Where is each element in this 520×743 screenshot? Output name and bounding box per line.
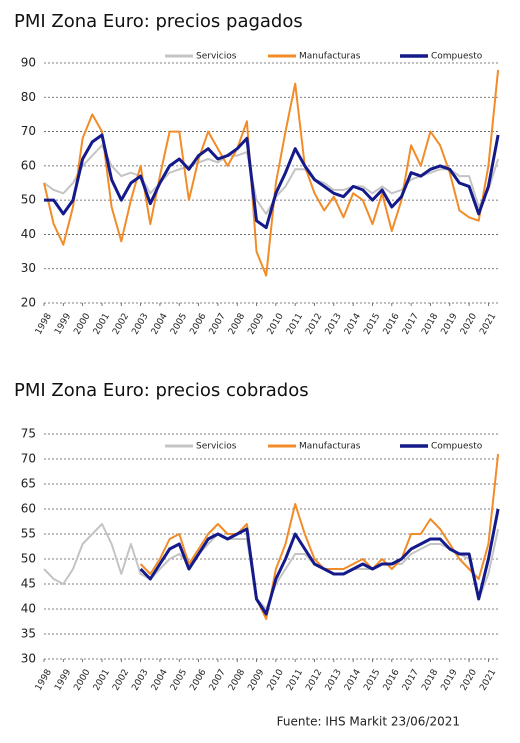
x-tick-label: 2003 bbox=[130, 668, 150, 693]
x-tick-label: 2020 bbox=[459, 312, 479, 337]
data-line bbox=[139, 453, 500, 620]
x-tick-label: 2000 bbox=[72, 312, 92, 337]
legend-label: Compuesto bbox=[431, 442, 483, 452]
x-tick-label: 2009 bbox=[246, 312, 266, 337]
y-tick-label: 70 bbox=[21, 452, 36, 466]
x-tick-label: 2004 bbox=[150, 668, 170, 693]
x-tick-label: 2007 bbox=[208, 312, 228, 337]
x-tick-label: 2012 bbox=[304, 312, 324, 337]
x-tick-label: 2005 bbox=[169, 312, 189, 337]
x-tick-label: 2008 bbox=[227, 668, 247, 693]
legend-label: Manufacturas bbox=[299, 442, 361, 452]
data-line bbox=[43, 69, 500, 277]
x-tick-label: 1998 bbox=[34, 668, 54, 693]
x-tick-label: 2002 bbox=[111, 312, 131, 337]
legend-label: Manufacturas bbox=[299, 52, 361, 62]
x-tick-label: 2013 bbox=[324, 312, 344, 337]
y-tick-label: 55 bbox=[21, 527, 36, 541]
x-tick-label: 2020 bbox=[459, 668, 479, 693]
x-tick-label: 1999 bbox=[53, 668, 73, 693]
legend-label: Servicios bbox=[196, 52, 237, 62]
x-tick-label: 2021 bbox=[478, 668, 498, 693]
y-tick-label: 40 bbox=[21, 602, 36, 616]
chart-title: PMI Zona Euro: precios pagados bbox=[14, 11, 303, 32]
legend-label: Servicios bbox=[196, 442, 237, 452]
y-tick-label: 60 bbox=[21, 158, 36, 172]
x-tick-label: 2003 bbox=[130, 312, 150, 337]
x-tick-label: 2018 bbox=[420, 668, 440, 693]
data-line bbox=[44, 133, 500, 230]
x-tick-label: 2000 bbox=[72, 668, 92, 693]
y-tick-label: 45 bbox=[21, 577, 36, 591]
x-tick-label: 2011 bbox=[285, 312, 305, 337]
x-tick-label: 2014 bbox=[343, 312, 363, 337]
x-tick-label: 2002 bbox=[111, 668, 131, 693]
y-tick-label: 90 bbox=[21, 56, 36, 70]
chart-title: PMI Zona Euro: precios cobrados bbox=[14, 380, 309, 401]
y-tick-label: 30 bbox=[21, 261, 36, 275]
x-tick-label: 2016 bbox=[382, 668, 402, 693]
x-tick-label: 2006 bbox=[188, 668, 208, 693]
y-tick-label: 40 bbox=[21, 227, 36, 241]
x-tick-label: 2019 bbox=[440, 668, 460, 693]
y-tick-label: 80 bbox=[21, 90, 36, 104]
x-tick-label: 2019 bbox=[440, 312, 460, 337]
y-tick-label: 50 bbox=[21, 552, 36, 566]
x-tick-label: 2009 bbox=[246, 668, 266, 693]
y-tick-label: 35 bbox=[21, 627, 36, 641]
x-tick-label: 2021 bbox=[478, 312, 498, 337]
x-tick-label: 2001 bbox=[92, 668, 112, 693]
y-tick-label: 65 bbox=[21, 477, 36, 491]
source: Fuente: IHS Markit 23/06/2021 bbox=[277, 715, 460, 729]
x-tick-label: 2013 bbox=[324, 668, 344, 693]
x-tick-label: 2012 bbox=[304, 668, 324, 693]
x-tick-label: 2011 bbox=[285, 668, 305, 693]
x-tick-label: 2004 bbox=[150, 312, 170, 337]
y-tick-label: 50 bbox=[21, 193, 36, 207]
x-tick-label: 2016 bbox=[382, 312, 402, 337]
x-tick-label: 2001 bbox=[92, 312, 112, 337]
y-tick-label: 20 bbox=[21, 296, 36, 310]
x-tick-label: 2015 bbox=[362, 668, 382, 693]
x-tick-label: 1998 bbox=[34, 312, 54, 337]
y-tick-label: 30 bbox=[21, 652, 36, 666]
x-tick-label: 2017 bbox=[401, 312, 421, 337]
data-line bbox=[139, 508, 500, 616]
y-tick-label: 70 bbox=[21, 124, 36, 138]
x-tick-label: 2010 bbox=[266, 312, 286, 337]
x-tick-label: 2017 bbox=[401, 668, 421, 693]
y-tick-label: 60 bbox=[21, 502, 36, 516]
x-tick-label: 2007 bbox=[208, 668, 228, 693]
x-tick-label: 2005 bbox=[169, 668, 189, 693]
x-tick-label: 2008 bbox=[227, 312, 247, 337]
x-tick-label: 2015 bbox=[362, 312, 382, 337]
x-tick-label: 1999 bbox=[53, 312, 73, 337]
y-tick-label: 75 bbox=[21, 427, 36, 441]
x-tick-label: 2014 bbox=[343, 668, 363, 693]
x-tick-label: 2006 bbox=[188, 312, 208, 337]
legend-label: Compuesto bbox=[431, 52, 483, 62]
x-tick-label: 2018 bbox=[420, 312, 440, 337]
x-tick-label: 2010 bbox=[266, 668, 286, 693]
